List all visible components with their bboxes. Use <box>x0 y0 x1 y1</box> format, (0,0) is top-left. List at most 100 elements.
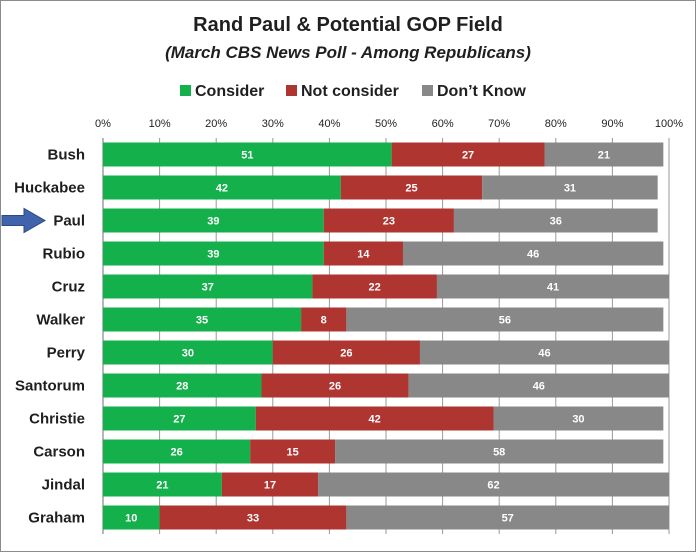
bar-segment <box>419 340 669 365</box>
bar-segment <box>103 274 313 299</box>
bar-segment <box>103 340 273 365</box>
highlight-arrow-icon <box>1 207 47 234</box>
bar-segment <box>335 439 664 464</box>
data-label: 58 <box>493 447 505 459</box>
category-label: Huckabee <box>14 180 85 197</box>
bar-segment <box>159 505 347 530</box>
x-tick-label: 0% <box>95 118 111 130</box>
data-label: 41 <box>547 282 559 294</box>
bar-segment <box>103 373 262 398</box>
data-label: 22 <box>369 282 381 294</box>
data-label: 30 <box>572 414 584 426</box>
category-label: Christie <box>29 411 85 428</box>
data-label: 10 <box>125 513 137 525</box>
category-label: Bush <box>48 147 86 164</box>
bar-segment <box>493 406 664 431</box>
bar-segment <box>103 439 251 464</box>
bar-segment <box>482 175 658 200</box>
category-label: Cruz <box>52 279 85 296</box>
data-label: 21 <box>598 150 610 162</box>
x-tick-label: 90% <box>601 118 623 130</box>
chart-title: Rand Paul & Potential GOP Field <box>193 14 503 36</box>
data-label: 46 <box>527 249 539 261</box>
bar-segment <box>346 307 664 332</box>
category-label: Santorum <box>15 378 85 395</box>
x-tick-label: 80% <box>545 118 567 130</box>
chart-subtitle: (March CBS News Poll - Among Republicans… <box>165 43 531 62</box>
bar-segment <box>103 208 324 233</box>
bar-segment <box>103 307 302 332</box>
data-label: 31 <box>564 183 576 195</box>
bar-segment <box>103 241 324 266</box>
data-label: 39 <box>207 249 219 261</box>
legend-label-2: Don’t Know <box>437 83 526 100</box>
data-label: 57 <box>502 513 514 525</box>
x-tick-label: 20% <box>205 118 227 130</box>
data-label: 42 <box>216 183 228 195</box>
data-label: 28 <box>176 381 188 393</box>
data-label: 42 <box>369 414 381 426</box>
x-tick-label: 40% <box>318 118 340 130</box>
bar-segment <box>103 472 222 497</box>
data-label: 15 <box>286 447 298 459</box>
bar-segment <box>272 340 420 365</box>
category-label: Walker <box>36 312 85 329</box>
legend-label-0: Consider <box>195 83 264 100</box>
bar-segment <box>340 175 483 200</box>
x-tick-label: 50% <box>375 118 397 130</box>
data-label: 23 <box>383 216 395 228</box>
bar-segment <box>103 505 160 530</box>
data-label: 27 <box>462 150 474 162</box>
category-label: Rubio <box>43 246 86 263</box>
bar-segment <box>261 373 409 398</box>
data-label: 30 <box>182 348 194 360</box>
data-label: 62 <box>487 480 499 492</box>
data-label: 26 <box>170 447 182 459</box>
bar-segment <box>391 142 545 167</box>
data-label: 56 <box>499 315 511 327</box>
bar-segment <box>323 241 403 266</box>
data-label: 14 <box>357 249 370 261</box>
data-label: 46 <box>533 381 545 393</box>
data-label: 39 <box>207 216 219 228</box>
data-label: 37 <box>202 282 214 294</box>
data-label: 51 <box>241 150 253 162</box>
data-label: 25 <box>405 183 417 195</box>
bar-segment <box>250 439 336 464</box>
bar-segment <box>436 274 669 299</box>
bar-segment <box>346 505 669 530</box>
x-tick-label: 10% <box>149 118 171 130</box>
category-label: Perry <box>47 345 86 362</box>
bar-segment <box>323 208 454 233</box>
bar-segment <box>408 373 669 398</box>
data-label: 26 <box>340 348 352 360</box>
category-label: Jindal <box>42 477 85 494</box>
bar-segment <box>221 472 319 497</box>
data-label: 36 <box>550 216 562 228</box>
legend-swatch-2 <box>422 85 433 96</box>
category-label: Graham <box>28 510 85 527</box>
data-label: 17 <box>264 480 276 492</box>
bar-segment <box>301 307 347 332</box>
category-label: Paul <box>53 213 85 230</box>
category-label: Carson <box>33 444 85 461</box>
bar-segment <box>103 142 392 167</box>
x-tick-label: 70% <box>488 118 510 130</box>
data-label: 33 <box>247 513 259 525</box>
legend-swatch-1 <box>286 85 297 96</box>
data-label: 27 <box>173 414 185 426</box>
x-tick-label: 60% <box>432 118 454 130</box>
bar-segment <box>544 142 664 167</box>
bar-segment <box>312 274 437 299</box>
data-label: 35 <box>196 315 208 327</box>
bar-segment <box>402 241 664 266</box>
bar-segment <box>453 208 658 233</box>
data-label: 26 <box>329 381 341 393</box>
x-tick-label: 30% <box>262 118 284 130</box>
bar-segment <box>103 406 256 431</box>
legend-label-1: Not consider <box>301 83 399 100</box>
legend-swatch-0 <box>180 85 191 96</box>
bar-segment <box>318 472 669 497</box>
bar-segment <box>103 175 341 200</box>
